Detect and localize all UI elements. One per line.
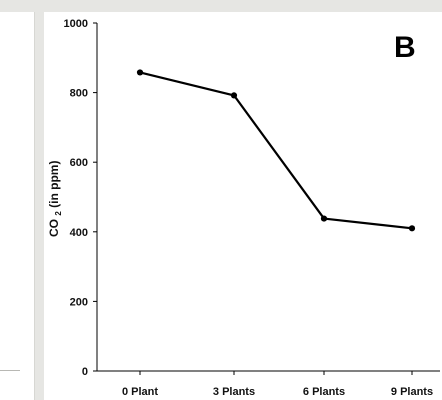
co2-series-line xyxy=(139,71,413,230)
y-axis-title-rest: (in ppm) xyxy=(47,161,61,208)
co2-line-chart: B 0 200 400 600 800 1000 0 Plant 3 Plants 6 Plan… xyxy=(47,18,440,398)
co2-data-point xyxy=(408,225,416,232)
x-tick-label: 3 Plants xyxy=(213,386,255,398)
line-layer xyxy=(139,71,413,230)
co2-data-point xyxy=(320,215,328,222)
labels-layer: 0 200 400 600 800 1000 0 Plant 3 Plants 6 Plants… xyxy=(64,18,434,398)
y-tick-label: 200 xyxy=(70,296,88,308)
y-tick-label: 1000 xyxy=(64,18,88,30)
points-layer xyxy=(136,69,416,232)
x-tick-label: 0 Plant xyxy=(122,386,158,398)
y-tick-label: 0 xyxy=(82,366,88,378)
co2-data-point xyxy=(136,69,144,76)
axes-layer xyxy=(93,22,440,375)
x-tick-label: 6 Plants xyxy=(303,386,345,398)
x-tick-label: 9 Plants xyxy=(391,386,433,398)
y-tick-label: 600 xyxy=(70,157,88,169)
chart-panel: B 0 200 400 600 800 1000 0 Plant 3 Plants 6 Plan… xyxy=(44,12,442,400)
y-axis-title-subscript: 2 xyxy=(54,211,63,216)
y-axis-title: CO 2 (in ppm) xyxy=(47,161,64,237)
panel-label: B xyxy=(394,31,416,64)
y-axis-title-main: CO xyxy=(47,219,61,237)
y-tick-label: 800 xyxy=(70,88,88,100)
left-figure-panel-edge xyxy=(0,12,35,400)
co2-data-point xyxy=(230,92,238,99)
y-tick-label: 400 xyxy=(70,227,88,239)
left-panel-axis-line xyxy=(0,370,20,371)
